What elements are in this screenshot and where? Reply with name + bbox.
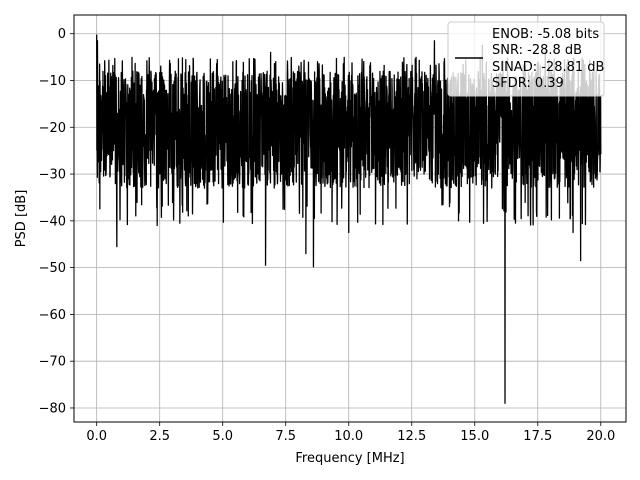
legend-entry-snr: SNR: -28.8 dB bbox=[492, 43, 582, 58]
y-tick-label: −10 bbox=[39, 74, 66, 89]
x-axis-label: Frequency [MHz] bbox=[295, 451, 404, 466]
y-tick-label: −50 bbox=[39, 261, 66, 276]
y-tick-label: −40 bbox=[39, 214, 66, 229]
y-tick-label: −20 bbox=[39, 121, 66, 136]
y-tick-label: 0 bbox=[58, 27, 66, 42]
x-tick-label: 7.5 bbox=[275, 429, 296, 444]
x-tick-label: 2.5 bbox=[149, 429, 170, 444]
psd-series-line bbox=[96, 34, 602, 404]
legend-entry-sfdr: SFDR: 0.39 bbox=[492, 76, 564, 91]
x-tick-label: 12.5 bbox=[397, 429, 426, 444]
x-tick-label: 10.0 bbox=[334, 429, 363, 444]
x-tick-label: 17.5 bbox=[523, 429, 552, 444]
x-tick-label: 0.0 bbox=[86, 429, 107, 444]
y-tick-label: −60 bbox=[39, 308, 66, 323]
legend-entry-sinad: SINAD: -28.81 dB bbox=[492, 60, 604, 75]
y-tick-label: −70 bbox=[39, 355, 66, 370]
y-tick-label: −30 bbox=[39, 168, 66, 183]
x-tick-label: 5.0 bbox=[212, 429, 233, 444]
legend-box bbox=[447, 21, 605, 97]
legend: ENOB: -5.08 bits SNR: -28.8 dB SINAD: -2… bbox=[447, 21, 605, 97]
x-tick-label: 15.0 bbox=[460, 429, 489, 444]
axes-frame bbox=[73, 14, 627, 423]
y-tick-label: −80 bbox=[39, 401, 66, 416]
x-tick-label: 20.0 bbox=[586, 429, 615, 444]
plot-area bbox=[96, 34, 602, 404]
legend-entry-enob: ENOB: -5.08 bits bbox=[492, 27, 599, 42]
x-axis: 0.0 2.5 5.0 7.5 10.0 12.5 15.0 17.5 20.0 bbox=[86, 422, 615, 444]
y-axis: 0 −10 −20 −30 −40 −50 −60 −70 −80 bbox=[39, 27, 74, 416]
y-axis-label: PSD [dB] bbox=[14, 190, 29, 248]
